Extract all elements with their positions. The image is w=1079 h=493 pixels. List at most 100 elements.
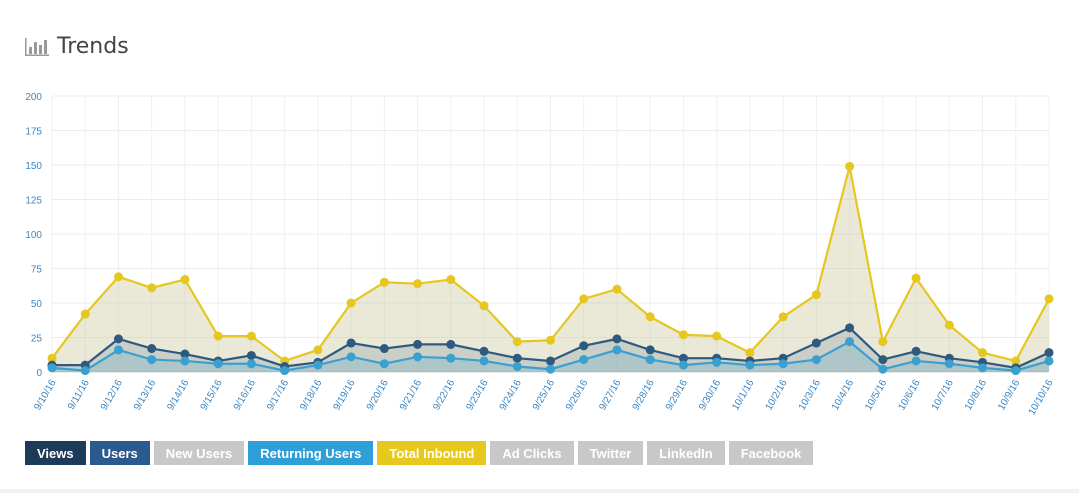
data-point[interactable] (745, 360, 755, 370)
legend-button-returning-users[interactable]: Returning Users (248, 441, 374, 465)
data-point[interactable] (512, 353, 522, 363)
data-point[interactable] (645, 345, 655, 355)
x-tick-label: 9/26/16 (564, 378, 590, 413)
data-point[interactable] (47, 363, 57, 373)
legend-button-ad-clicks[interactable]: Ad Clicks (490, 441, 574, 465)
data-point[interactable] (1011, 356, 1021, 366)
data-point[interactable] (678, 353, 688, 363)
data-point[interactable] (246, 331, 256, 341)
x-tick-label: 10/3/16 (797, 378, 823, 413)
data-point[interactable] (911, 273, 921, 283)
data-point[interactable] (180, 349, 190, 359)
data-point[interactable] (313, 345, 323, 355)
data-point[interactable] (978, 348, 988, 358)
data-point[interactable] (113, 345, 123, 355)
data-point[interactable] (180, 275, 190, 285)
data-point[interactable] (612, 334, 622, 344)
data-point[interactable] (911, 346, 921, 356)
data-point[interactable] (845, 337, 855, 347)
data-point[interactable] (479, 301, 489, 311)
divider (0, 489, 1079, 493)
data-point[interactable] (413, 279, 423, 289)
data-point[interactable] (944, 320, 954, 330)
data-point[interactable] (1044, 356, 1054, 366)
data-point[interactable] (479, 346, 489, 356)
data-point[interactable] (845, 323, 855, 333)
data-point[interactable] (712, 357, 722, 367)
data-point[interactable] (811, 290, 821, 300)
data-point[interactable] (280, 366, 290, 376)
data-point[interactable] (113, 334, 123, 344)
data-point[interactable] (678, 330, 688, 340)
data-point[interactable] (811, 355, 821, 365)
data-point[interactable] (446, 339, 456, 349)
data-point[interactable] (479, 356, 489, 366)
data-point[interactable] (878, 337, 888, 347)
data-point[interactable] (147, 283, 157, 293)
data-point[interactable] (213, 359, 223, 369)
data-point[interactable] (546, 356, 555, 366)
data-point[interactable] (446, 275, 456, 285)
data-point[interactable] (1011, 366, 1021, 376)
data-point[interactable] (47, 353, 57, 363)
data-point[interactable] (546, 364, 555, 374)
data-point[interactable] (745, 348, 755, 358)
data-point[interactable] (346, 352, 356, 362)
data-point[interactable] (1044, 348, 1054, 358)
data-point[interactable] (379, 277, 389, 287)
data-point[interactable] (346, 338, 356, 348)
legend-button-facebook[interactable]: Facebook (728, 441, 814, 465)
data-point[interactable] (413, 339, 423, 349)
x-tick-label: 9/25/16 (531, 378, 557, 413)
data-point[interactable] (612, 345, 622, 355)
data-point[interactable] (878, 364, 888, 374)
data-point[interactable] (80, 366, 90, 376)
x-tick-label: 9/22/16 (431, 378, 457, 413)
data-point[interactable] (113, 272, 123, 282)
data-point[interactable] (778, 312, 788, 322)
legend-button-linkedin[interactable]: LinkedIn (647, 441, 725, 465)
data-point[interactable] (246, 350, 256, 360)
data-point[interactable] (944, 359, 954, 369)
data-point[interactable] (645, 355, 655, 365)
data-point[interactable] (346, 298, 356, 308)
data-point[interactable] (512, 337, 522, 347)
x-tick-label: 9/27/16 (597, 378, 623, 413)
data-point[interactable] (246, 359, 256, 369)
legend-button-twitter[interactable]: Twitter (577, 441, 644, 465)
legend-button-total-inbound[interactable]: Total Inbound (377, 441, 487, 465)
y-tick-label: 50 (31, 299, 43, 310)
data-point[interactable] (512, 361, 522, 371)
data-point[interactable] (778, 359, 788, 369)
data-point[interactable] (446, 353, 456, 363)
legend-button-new-users[interactable]: New Users (153, 441, 245, 465)
data-point[interactable] (678, 360, 688, 370)
y-tick-label: 200 (25, 92, 42, 103)
data-point[interactable] (645, 312, 655, 322)
data-point[interactable] (878, 355, 888, 365)
data-point[interactable] (845, 161, 855, 171)
data-point[interactable] (147, 344, 157, 354)
data-point[interactable] (579, 294, 589, 304)
data-point[interactable] (579, 355, 589, 365)
data-point[interactable] (911, 356, 921, 366)
data-point[interactable] (379, 359, 389, 369)
data-point[interactable] (80, 309, 90, 319)
x-tick-label: 10/9/16 (996, 378, 1022, 413)
data-point[interactable] (213, 331, 223, 341)
data-point[interactable] (147, 355, 157, 365)
x-tick-label: 9/16/16 (232, 378, 258, 413)
data-point[interactable] (712, 331, 722, 341)
legend-button-views[interactable]: Views (25, 441, 86, 465)
data-point[interactable] (546, 335, 555, 345)
legend-button-users[interactable]: Users (89, 441, 150, 465)
data-point[interactable] (413, 352, 423, 362)
data-point[interactable] (313, 360, 323, 370)
data-point[interactable] (379, 344, 389, 354)
data-point[interactable] (1044, 294, 1054, 304)
data-point[interactable] (612, 284, 622, 294)
data-point[interactable] (180, 356, 190, 366)
data-point[interactable] (978, 363, 988, 373)
data-point[interactable] (579, 341, 589, 351)
data-point[interactable] (811, 338, 821, 348)
